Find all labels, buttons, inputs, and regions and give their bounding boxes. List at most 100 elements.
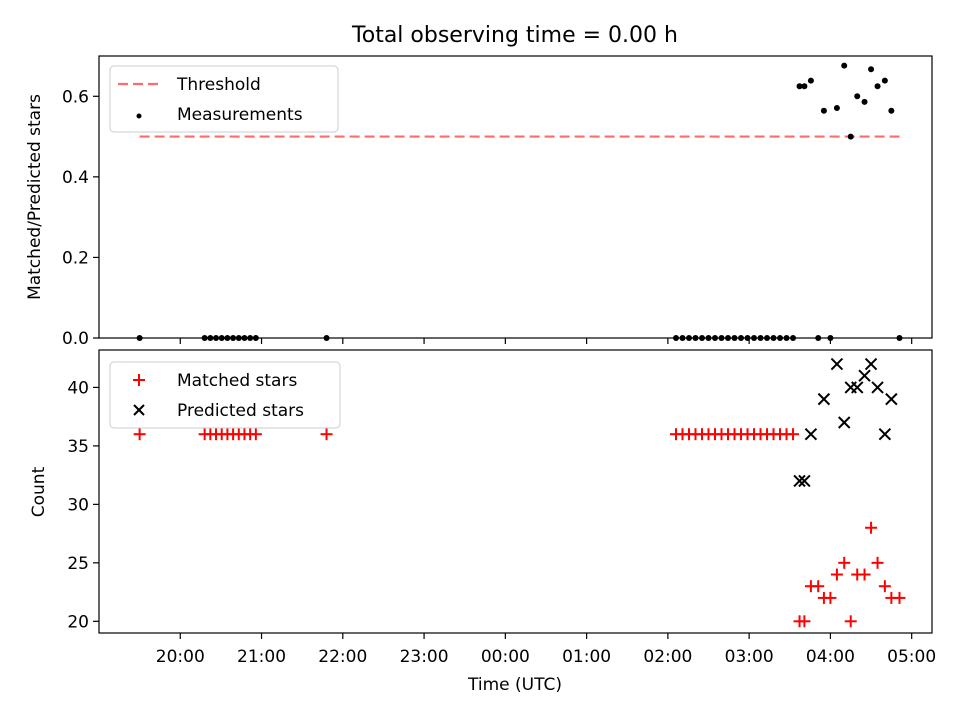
measurement-point bbox=[705, 335, 712, 341]
measurement-point bbox=[757, 335, 764, 341]
top-y-ticks: 0.0 0.2 0.4 0.6 bbox=[62, 87, 99, 349]
measurement-point bbox=[712, 335, 719, 341]
measurement-point bbox=[874, 83, 881, 90]
bottom-y-ticks: 20 25 30 35 40 bbox=[67, 378, 99, 632]
predicted-star-point bbox=[838, 416, 851, 429]
measurement-point bbox=[751, 335, 758, 341]
matched-star-point bbox=[865, 521, 878, 534]
measurement-point bbox=[820, 107, 827, 114]
measurement-point bbox=[673, 335, 680, 341]
bottom-y-tick-label: 35 bbox=[67, 437, 89, 457]
bottom-panel: 20 25 30 35 40 20:00 21:00 22:00 23:00 00:00 01:0… bbox=[29, 349, 936, 695]
predicted-star-point bbox=[851, 381, 864, 394]
measurement-points bbox=[136, 62, 903, 341]
matched-star-point bbox=[844, 615, 857, 628]
measurement-point bbox=[218, 335, 225, 341]
measurement-point bbox=[323, 335, 330, 341]
measurement-point bbox=[777, 335, 784, 341]
measurement-point bbox=[738, 335, 745, 341]
measurement-point bbox=[241, 335, 248, 341]
bottom-legend-box bbox=[109, 361, 341, 429]
predicted-star-point bbox=[817, 392, 831, 406]
measurement-point bbox=[252, 335, 259, 341]
measurement-point bbox=[764, 335, 771, 341]
chart-title: Total observing time = 0.00 h bbox=[351, 23, 678, 48]
matched-star-point bbox=[798, 615, 811, 628]
predicted-star-point bbox=[804, 427, 818, 441]
measurement-point bbox=[731, 335, 738, 341]
bottom-plot-frame bbox=[98, 349, 933, 634]
measurement-point bbox=[881, 77, 888, 84]
x-tick-label: 01:00 bbox=[562, 647, 611, 667]
predicted-star-point bbox=[878, 427, 892, 441]
matched-star-point bbox=[824, 591, 837, 604]
top-x-ticks bbox=[179, 338, 913, 344]
predicted-star-point bbox=[864, 357, 878, 371]
top-y-tick-label: 0.6 bbox=[62, 87, 89, 107]
measurement-point bbox=[235, 335, 242, 341]
measurement-point bbox=[213, 335, 220, 341]
bottom-y-tick-label: 30 bbox=[67, 495, 89, 515]
measurement-point bbox=[854, 93, 861, 100]
measurement-point bbox=[686, 335, 693, 341]
measurement-point bbox=[201, 335, 208, 341]
measurement-point bbox=[230, 335, 237, 341]
measurement-point bbox=[815, 335, 822, 341]
x-tick-label: 02:00 bbox=[643, 647, 692, 667]
matched-star-point bbox=[878, 580, 891, 593]
measurement-point bbox=[796, 83, 803, 90]
predicted-star-point bbox=[885, 392, 898, 406]
measurement-point bbox=[868, 66, 875, 73]
top-y-axis-label: Matched/Predicted stars bbox=[25, 94, 45, 300]
measurement-point bbox=[224, 335, 231, 341]
measurement-point bbox=[888, 107, 895, 114]
legend-predicted-swatch bbox=[133, 404, 145, 416]
matched-star-point bbox=[893, 591, 906, 604]
x-tick-label: 21:00 bbox=[237, 647, 286, 667]
measurement-point bbox=[827, 335, 834, 341]
predicted-star-point bbox=[793, 474, 806, 488]
legend-matched-label: Matched stars bbox=[177, 371, 297, 391]
top-plot-frame bbox=[98, 55, 933, 339]
x-axis-label: Time (UTC) bbox=[467, 675, 562, 695]
top-legend-box bbox=[109, 65, 339, 133]
bottom-y-tick-label: 25 bbox=[67, 554, 89, 574]
x-tick-label: 22:00 bbox=[318, 647, 367, 667]
matched-points bbox=[133, 428, 906, 628]
predicted-points bbox=[793, 357, 898, 488]
measurement-point bbox=[841, 62, 848, 69]
x-tick-label: 05:00 bbox=[887, 647, 936, 667]
x-tick-label: 00:00 bbox=[481, 647, 530, 667]
measurement-point bbox=[247, 335, 254, 341]
legend-measurements-label: Measurements bbox=[177, 105, 303, 125]
measurement-point bbox=[847, 133, 854, 140]
predicted-star-point bbox=[858, 369, 871, 382]
legend-predicted-label: Predicted stars bbox=[177, 401, 304, 421]
legend-measurements-swatch bbox=[136, 113, 142, 119]
matched-star-point bbox=[858, 568, 871, 581]
measurement-point bbox=[207, 335, 214, 341]
measurement-point bbox=[807, 77, 814, 84]
bottom-x-ticks: 20:00 21:00 22:00 23:00 00:00 01:00 02:00 03:00… bbox=[156, 633, 936, 667]
measurement-point bbox=[136, 335, 143, 341]
x-tick-label: 20:00 bbox=[156, 647, 205, 667]
measurement-point bbox=[801, 83, 808, 90]
measurement-point bbox=[679, 335, 686, 341]
measurement-point bbox=[896, 335, 903, 341]
matched-star-point bbox=[830, 568, 843, 581]
bottom-y-tick-label: 20 bbox=[67, 612, 89, 632]
measurement-point bbox=[725, 335, 732, 341]
predicted-star-point bbox=[871, 381, 884, 394]
matched-star-point bbox=[133, 428, 146, 441]
predicted-star-point bbox=[798, 474, 811, 488]
x-tick-label: 04:00 bbox=[806, 647, 855, 667]
matched-star-point bbox=[812, 580, 825, 593]
top-y-tick-label: 0.4 bbox=[62, 168, 89, 188]
predicted-star-point bbox=[830, 357, 844, 371]
legend-threshold-label: Threshold bbox=[176, 75, 261, 95]
matched-star-point bbox=[249, 428, 262, 441]
measurement-point bbox=[783, 335, 790, 341]
x-tick-label: 03:00 bbox=[725, 647, 774, 667]
x-tick-label: 23:00 bbox=[400, 647, 449, 667]
measurement-point bbox=[790, 335, 797, 341]
